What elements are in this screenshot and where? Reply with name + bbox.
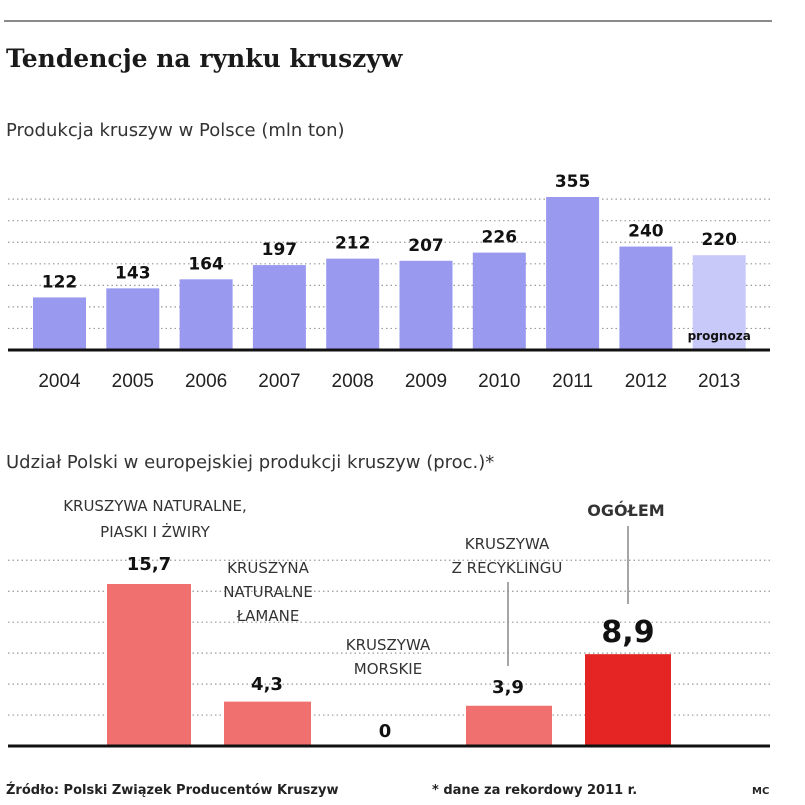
value-label-2011: 355	[555, 172, 591, 192]
category-label-0-0: KRUSZYWA NATURALNE,	[63, 497, 247, 515]
share-bar-chart: 15,7 KRUSZYWA NATURALNE, PIASKI I ŻWIRY 4,3…	[8, 497, 770, 748]
tick-label-2010: 2010	[478, 371, 520, 392]
category-label-3-0: KRUSZYWA	[465, 535, 550, 553]
tick-label-2009: 2009	[405, 371, 447, 392]
value-label-2013: 220	[701, 230, 737, 250]
value-label-2010: 226	[482, 228, 518, 248]
chart1-title: Produkcja kruszyw w Polsce (mln ton)	[6, 120, 345, 141]
category-label-0-1: PIASKI I ŻWIRY	[100, 522, 210, 541]
value-label-2: 0	[379, 721, 392, 742]
tick-label-2004: 2004	[38, 371, 81, 392]
footnote: * dane za rekordowy 2011 r.	[432, 783, 638, 798]
bar-2004	[33, 297, 86, 350]
page-title: Tendencje na rynku kruszyw	[6, 44, 403, 73]
category-label-2-0: KRUSZYWA	[346, 636, 431, 654]
category-label-2-1: MORSKIE	[354, 660, 422, 678]
bar-2010	[472, 252, 526, 350]
value-label-2009: 207	[408, 236, 444, 256]
bar-2012	[619, 246, 673, 350]
tick-label-2006: 2006	[185, 371, 227, 392]
bar-2011	[546, 197, 600, 350]
category-label-1-0: KRUSZYNA	[227, 559, 309, 577]
tick-label-2013: 2013	[698, 371, 740, 392]
value-label-3: 3,9	[492, 677, 524, 698]
value-label-2004: 122	[42, 272, 78, 292]
chart2-title: Udział Polski w europejskiej produkcji k…	[6, 452, 495, 473]
bar-4	[585, 654, 671, 746]
tick-label-2012: 2012	[625, 371, 667, 392]
value-label-0: 15,7	[127, 554, 171, 575]
bar-2005	[106, 288, 160, 350]
bar-0	[107, 584, 191, 746]
bar-2007	[252, 265, 306, 350]
category-label-3-1: Z RECYKLINGU	[452, 559, 563, 577]
production-bar-chart: 122 2004 143 2005 164 2006 197 2007 212 2008 207 20…	[8, 172, 770, 392]
tick-label-2008: 2008	[332, 371, 374, 392]
bar-2009	[399, 260, 453, 350]
category-label-4-0: OGÓŁEM	[587, 501, 664, 520]
bar-2006	[179, 279, 233, 350]
tick-label-2007: 2007	[258, 371, 300, 392]
category-label-1-2: ŁAMANE	[236, 607, 300, 625]
tick-label-2005: 2005	[112, 371, 154, 392]
source-note: Źródło: Polski Związek Producentów Krusz…	[6, 783, 339, 798]
bar-2013	[692, 255, 746, 350]
top-rule	[4, 20, 772, 22]
bar-2008	[326, 258, 380, 350]
tick-label-2011: 2011	[552, 371, 593, 392]
bar-1	[224, 701, 311, 746]
author-signature: MC	[752, 786, 770, 797]
value-label-2005: 143	[115, 263, 151, 283]
value-label-2006: 164	[188, 254, 224, 274]
value-label-2008: 212	[335, 234, 371, 254]
value-label-4: 8,9	[601, 615, 654, 650]
category-label-1-1: NATURALNE	[223, 583, 313, 601]
value-label-1: 4,3	[251, 674, 283, 695]
value-label-2007: 197	[262, 240, 298, 260]
value-label-2012: 240	[628, 222, 664, 242]
bar-3	[466, 705, 552, 746]
forecast-annotation: prognoza	[688, 329, 751, 343]
